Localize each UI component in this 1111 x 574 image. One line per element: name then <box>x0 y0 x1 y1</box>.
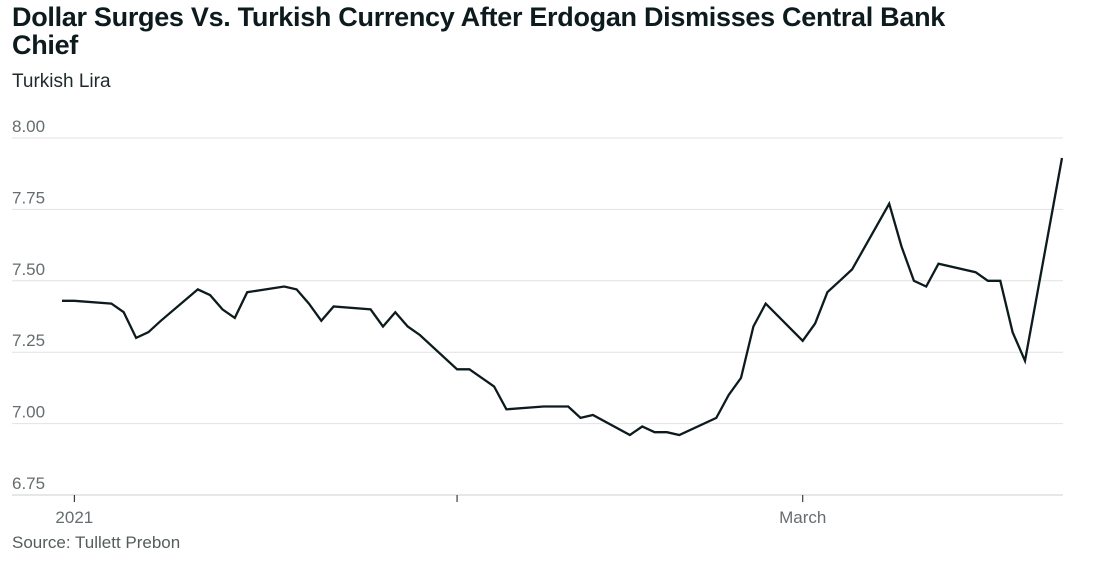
y-tick-label-1: 7.75 <box>12 188 45 207</box>
y-tick-label-4: 7.00 <box>12 403 45 422</box>
x-tick-label-0: 2021 <box>55 508 93 527</box>
y-tick-label-2: 7.50 <box>12 260 45 279</box>
x-axis: 2021 March <box>55 495 826 527</box>
y-tick-label-3: 7.25 <box>12 331 45 350</box>
chart-title: Dollar Surges Vs. Turkish Currency After… <box>12 2 945 60</box>
x-tick-label-2: March <box>779 508 826 527</box>
source-note: Source: Tullett Prebon <box>12 533 181 552</box>
y-axis-ticks: 8.00 7.75 7.50 7.25 7.00 6.75 <box>12 117 45 493</box>
series-group <box>62 157 1064 437</box>
y-axis-unit-label: Turkish Lira <box>12 71 111 92</box>
y-tick-label-5: 6.75 <box>12 474 45 493</box>
y-tick-label-0: 8.00 <box>12 117 45 136</box>
gridlines <box>12 137 1063 496</box>
series-line-0 <box>62 157 1064 437</box>
